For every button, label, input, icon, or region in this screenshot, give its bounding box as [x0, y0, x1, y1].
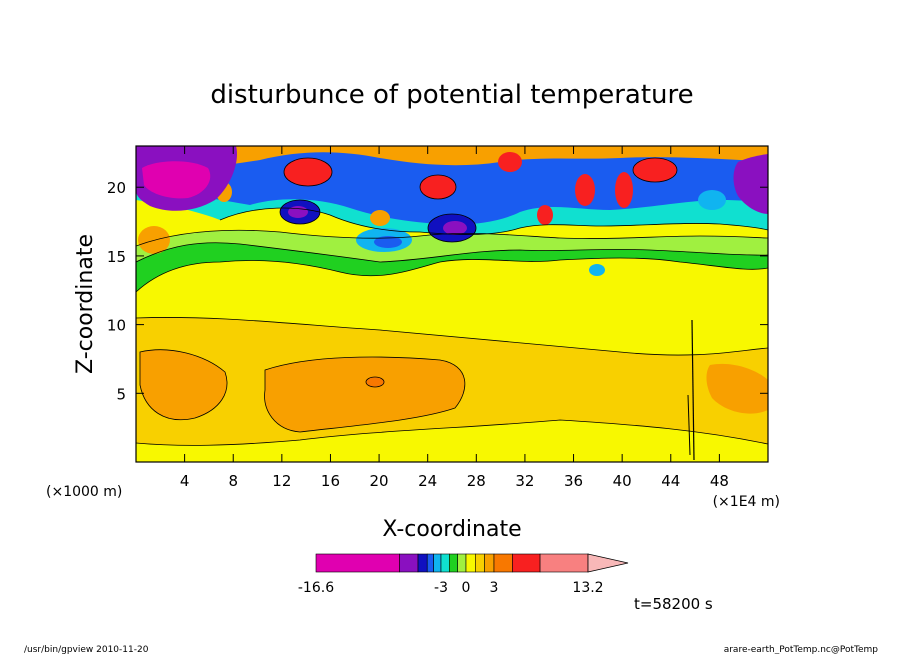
x-unit-right: (×1E4 m): [713, 494, 780, 510]
colorbar-tick-label: -16.6: [298, 580, 334, 596]
field-blob-orange-center: [264, 357, 465, 432]
contour-lines: [136, 157, 768, 461]
x-tick-label: 44: [661, 472, 680, 490]
colorbar-segment: [512, 553, 541, 573]
field-purple-blob-2: [443, 221, 467, 235]
x-tick-label: 24: [418, 472, 437, 490]
field-cyan-blob-right: [698, 190, 726, 210]
field-magenta-topleft: [142, 161, 211, 199]
colorbar-segment: [457, 553, 467, 573]
x-tick-label: 40: [613, 472, 632, 490]
y-axis-ticks: 5 10 15 20: [107, 179, 768, 403]
colorbar-segment: [465, 553, 476, 573]
colorbar-tick-labels: -16.6 -3 0 3 13.2: [298, 580, 604, 596]
chart-title: disturbunce of potential temperature: [210, 80, 693, 110]
x-axis-label: X-coordinate: [382, 517, 521, 542]
field-cold-topright: [733, 154, 768, 214]
x-tick-label: 16: [321, 472, 340, 490]
field-spot-orange-dark: [366, 377, 384, 387]
field-blob-orange-left: [140, 349, 227, 420]
y-tick-label: 5: [116, 385, 126, 403]
field-red-blob-7: [615, 172, 633, 208]
x-tick-label: 28: [467, 472, 486, 490]
x-axis-ticks: 4 8 12 16 20 24 28 32 36 40 44 48: [180, 146, 729, 490]
x-tick-label: 12: [272, 472, 291, 490]
x-tick-label: 4: [180, 472, 190, 490]
field-cyan-blob-lower: [589, 264, 605, 276]
colorbar-segment: [493, 553, 513, 573]
colorbar: [315, 553, 629, 573]
y-tick-label: 15: [107, 248, 126, 266]
field-blob-orange-right: [706, 363, 768, 414]
field-red-blob-2: [420, 175, 456, 199]
x-tick-label: 20: [370, 472, 389, 490]
x-tick-label: 48: [710, 472, 729, 490]
field-red-blob-1: [284, 158, 332, 186]
colorbar-extension-triangle: [587, 553, 629, 573]
field-cyan-blob-low2-in: [374, 236, 402, 248]
colorbar-tick-label: 13.2: [572, 580, 603, 596]
field-red-blob-6: [537, 205, 553, 225]
contour-field: [136, 146, 768, 462]
y-tick-label: 20: [107, 179, 126, 197]
x-tick-label: 8: [228, 472, 238, 490]
colorbar-tick-label: -3: [434, 580, 448, 596]
footer-right: arare-earth_PotTemp.nc@PotTemp: [724, 645, 879, 654]
time-label: t=58200 s: [634, 595, 713, 613]
colorbar-segment: [433, 553, 442, 573]
field-red-blob-4: [633, 158, 677, 182]
y-axis-label: Z-coordinate: [73, 234, 98, 374]
colorbar-segment: [440, 553, 450, 573]
colorbar-segment: [484, 553, 495, 573]
colorbar-segment: [449, 553, 458, 573]
colorbar-segment: [426, 553, 434, 573]
colorbar-tick-label: 0: [462, 580, 471, 596]
x-unit-left: (×1000 m): [46, 484, 122, 500]
colorbar-tick-label: 3: [490, 580, 499, 596]
colorbar-segment: [315, 553, 400, 573]
colorbar-segment: [417, 553, 428, 573]
field-top-orange: [136, 146, 768, 171]
field-red-blob-3: [498, 152, 522, 172]
plot-frame: [135, 145, 769, 463]
colorbar-segment: [399, 553, 419, 573]
field-orange-blob-mid: [370, 210, 390, 226]
colorbar-segment: [475, 553, 485, 573]
footer-left: /usr/bin/gpview 2010-11-20: [24, 645, 149, 654]
colorbar-segment: [539, 553, 589, 573]
x-tick-label: 32: [515, 472, 534, 490]
x-tick-label: 36: [564, 472, 583, 490]
y-tick-label: 10: [107, 317, 126, 335]
field-red-blob-5: [575, 174, 595, 206]
